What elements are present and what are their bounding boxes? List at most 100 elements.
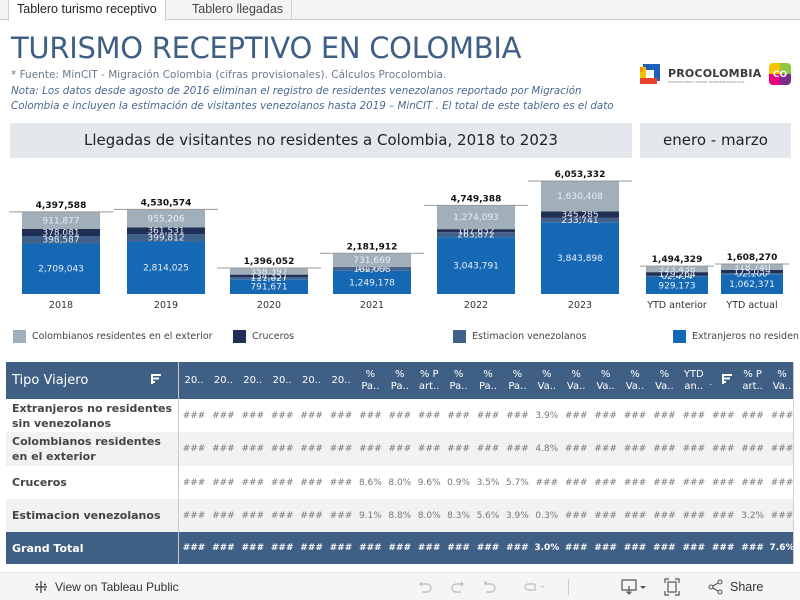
table-cell[interactable]: ### — [711, 444, 735, 454]
bar-segment-cruceros[interactable] — [127, 227, 205, 235]
table-cell[interactable]: ### — [388, 444, 412, 454]
column-header[interactable]: % Va.. — [592, 362, 620, 399]
table-cell[interactable]: 0.3% — [535, 510, 559, 521]
table-cell[interactable]: 8.0% — [417, 510, 441, 521]
table-cell[interactable]: 3.5% — [476, 477, 500, 488]
table-cell[interactable]: ### — [212, 477, 235, 488]
share-button[interactable]: Share — [708, 578, 763, 596]
table-cell[interactable]: ### — [564, 543, 588, 553]
table-cell[interactable]: ### — [711, 510, 735, 521]
table-cell[interactable]: ### — [329, 444, 353, 454]
table-cell[interactable]: ### — [682, 477, 706, 488]
table-cell[interactable]: 0.9% — [447, 477, 471, 488]
table-cell[interactable]: 8.6% — [358, 477, 382, 488]
undo-button[interactable] — [418, 578, 434, 596]
table-cell[interactable]: ### — [182, 543, 206, 553]
table-cell[interactable]: ### — [447, 410, 470, 421]
column-header[interactable]: % Va.. — [621, 362, 649, 399]
revert-button[interactable] — [482, 578, 498, 596]
table-cell[interactable]: ### — [770, 410, 794, 421]
table-cell[interactable]: 4.8% — [535, 444, 559, 454]
table-cell[interactable]: ### — [682, 444, 706, 454]
bar-segment-cruceros[interactable] — [646, 272, 708, 276]
table-cell[interactable]: ### — [741, 444, 764, 454]
table-cell[interactable]: ### — [623, 444, 647, 454]
table-cell[interactable]: ### — [653, 477, 676, 488]
table-cell[interactable]: ### — [623, 477, 647, 488]
row-label[interactable]: Extranjeros no residentes sin venezolano… — [12, 401, 172, 430]
row-header-tipo-viajero[interactable]: Tipo Viajero — [12, 373, 89, 388]
bar-segment-colombianos[interactable] — [437, 205, 515, 230]
download-button[interactable] — [620, 578, 650, 596]
table-cell[interactable]: ### — [711, 543, 735, 553]
table-cell[interactable]: ### — [447, 444, 470, 454]
column-header[interactable]: % Va.. — [533, 362, 561, 399]
bar-segment-colombianos[interactable] — [127, 209, 205, 228]
table-cell[interactable]: ### — [270, 510, 294, 521]
table-cell[interactable]: ### — [535, 477, 559, 488]
table-cell[interactable]: ### — [417, 410, 441, 421]
table-cell[interactable]: ### — [300, 543, 323, 553]
table-cell[interactable]: ### — [212, 543, 235, 553]
table-cell[interactable]: ### — [623, 543, 647, 553]
bar-segment-extranjeros[interactable] — [646, 276, 708, 294]
bar-segment-extranjeros[interactable] — [541, 222, 619, 294]
table-cell[interactable]: 8.3% — [447, 510, 471, 521]
table-cell[interactable]: ### — [182, 444, 206, 454]
table-cell[interactable]: ### — [388, 410, 412, 421]
table-cell[interactable]: ### — [359, 543, 382, 553]
bar-segment-extranjeros[interactable] — [437, 237, 515, 294]
column-header[interactable]: % Pa.. — [503, 362, 531, 399]
redo-button[interactable] — [449, 578, 465, 596]
bar-segment-estimacion[interactable] — [721, 273, 783, 275]
table-cell[interactable]: ### — [623, 510, 647, 521]
column-header[interactable]: YTD an.. — [680, 362, 708, 399]
column-header[interactable]: % Pa.. — [474, 362, 502, 399]
table-cell[interactable]: 3.2% — [741, 510, 765, 521]
table-cell[interactable]: 5.7% — [505, 477, 529, 488]
bar-segment-colombianos[interactable] — [333, 253, 411, 267]
bar-segment-estimacion[interactable] — [437, 232, 515, 238]
table-cell[interactable]: ### — [241, 543, 265, 553]
table-cell[interactable]: ### — [359, 444, 382, 454]
table-cell[interactable]: 9.6% — [417, 477, 441, 488]
bar-segment-extranjeros[interactable] — [333, 270, 411, 294]
legend-item-extranjeros[interactable]: Extranjeros no residen — [673, 329, 799, 343]
table-cell[interactable]: ### — [182, 510, 206, 521]
table-cell[interactable]: ### — [770, 510, 794, 521]
table-cell[interactable]: ### — [682, 510, 706, 521]
table-cell[interactable]: ### — [182, 410, 206, 421]
table-cell[interactable]: ### — [182, 477, 206, 488]
bar-segment-cruceros[interactable] — [22, 228, 100, 236]
table-cell[interactable]: ### — [212, 410, 235, 421]
table-cell[interactable]: ### — [653, 444, 676, 454]
table-cell[interactable]: ### — [300, 510, 323, 521]
table-cell[interactable]: ### — [564, 444, 588, 454]
table-cell[interactable]: ### — [300, 410, 323, 421]
table-cell[interactable]: ### — [564, 477, 588, 488]
column-header[interactable]: % Va.. — [768, 362, 793, 399]
bar-segment-extranjeros[interactable] — [127, 241, 205, 294]
bar-segment-estimacion[interactable] — [646, 275, 708, 277]
bar-segment-extranjeros[interactable] — [22, 243, 100, 294]
column-header[interactable]: 20.. — [209, 362, 237, 399]
table-cell[interactable]: ### — [594, 444, 617, 454]
bar-segment-estimacion[interactable] — [541, 217, 619, 223]
table-cell[interactable]: ### — [447, 543, 470, 553]
table-cell[interactable]: ### — [329, 510, 353, 521]
table-cell[interactable]: ### — [329, 543, 353, 553]
table-cell[interactable]: ### — [388, 543, 412, 553]
bar-segment-colombianos[interactable] — [230, 267, 308, 275]
table-cell[interactable]: ### — [241, 510, 265, 521]
table-cell[interactable]: ### — [594, 410, 617, 421]
legend-item-estimacion[interactable]: Estimacion venezolanos — [453, 329, 586, 343]
tab-tablero-turismo-receptivo[interactable]: Tablero turismo receptivo — [8, 0, 166, 21]
bar-segment-cruceros[interactable] — [230, 274, 308, 278]
bar-segment-extranjeros[interactable] — [230, 279, 308, 294]
refresh-button[interactable] — [523, 578, 549, 596]
column-header[interactable]: % Va.. — [562, 362, 590, 399]
table-cell[interactable]: ### — [476, 543, 500, 553]
table-cell[interactable]: 9.1% — [358, 510, 382, 521]
